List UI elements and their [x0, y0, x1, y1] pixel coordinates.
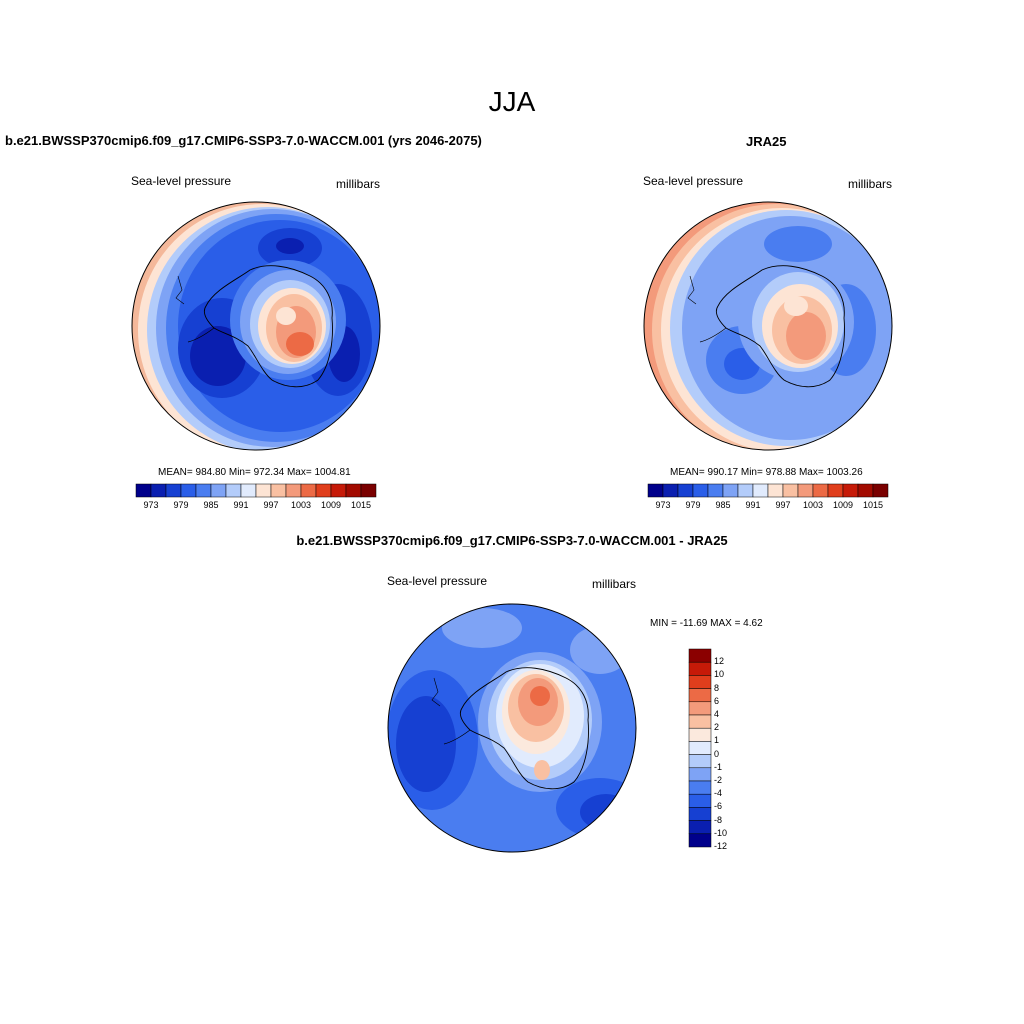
obs-colorbar [647, 483, 889, 498]
obs-colorbar-box [797, 483, 814, 498]
obs-colorbar-tick: 985 [715, 500, 731, 510]
model-colorbar-tick: 1015 [350, 500, 372, 510]
diff-colorbar-tick: -6 [714, 801, 723, 812]
obs-colorbar-tick: 1003 [802, 500, 824, 510]
obs-colorbar-box [707, 483, 724, 498]
model-colorbar-box [150, 483, 167, 498]
obs-colorbar-box [767, 483, 784, 498]
diff-colorbar-box [688, 754, 712, 769]
obs-colorbar-tick: 1009 [832, 500, 854, 510]
diff-variable-label: Sea-level pressure [387, 574, 488, 588]
diff-colorbar-box [688, 793, 712, 808]
diff-colorbar-tick: -1 [714, 761, 723, 772]
model-panel-title: b.e21.BWSSP370cmip6.f09_g17.CMIP6-SSP3-7… [5, 133, 482, 148]
diff-colorbar-box [688, 701, 712, 716]
diff-colorbar-box [688, 648, 712, 663]
diff-colorbar-box [688, 727, 712, 742]
diff-colorbar-box [688, 820, 712, 835]
model-colorbar-box [255, 483, 272, 498]
obs-colorbar-box [647, 483, 664, 498]
model-colorbar-box [360, 483, 377, 498]
diff-colorbar-box [688, 661, 712, 676]
model-colorbar [135, 483, 377, 498]
model-colorbar-box [315, 483, 332, 498]
diff-colorbar-tick: -4 [714, 788, 723, 799]
model-colorbar-box [285, 483, 302, 498]
diff-colorbar-tick: -12 [714, 841, 728, 851]
obs-colorbar-box [857, 483, 874, 498]
diff-colorbar-tick: 6 [714, 695, 720, 706]
obs-colorbar-box [872, 483, 889, 498]
obs-colorbar-box [812, 483, 829, 498]
diff-colorbar-tick: -2 [714, 775, 723, 785]
diff-colorbar-box [688, 714, 712, 729]
diff-colorbar-tick: 4 [714, 709, 720, 719]
model-colorbar-box [210, 483, 227, 498]
diff-colorbar-tick: -8 [714, 814, 723, 825]
diff-colorbar-tick: 10 [714, 669, 725, 680]
obs-variable-label: Sea-level pressure [643, 174, 744, 188]
model-colorbar-tick: 991 [233, 500, 249, 510]
diff-slp-map [387, 603, 637, 853]
model-colorbar-box [240, 483, 257, 498]
diff-colorbar-box [688, 780, 712, 795]
model-colorbar-tick: 979 [173, 500, 189, 510]
model-colorbar-box [165, 483, 182, 498]
obs-colorbar-box [782, 483, 799, 498]
model-colorbar-tick: 1009 [320, 500, 342, 510]
model-colorbar-box [195, 483, 212, 498]
obs-colorbar-tick: 979 [685, 500, 701, 510]
diff-colorbar-box [688, 833, 712, 848]
model-units-label: millibars [336, 177, 381, 191]
model-slp-map [131, 201, 381, 451]
obs-units-label: millibars [848, 177, 893, 191]
model-colorbar-tick: 973 [143, 500, 159, 510]
model-variable-label: Sea-level pressure [131, 174, 232, 188]
diff-stats: MIN = -11.69 MAX = 4.62 [650, 618, 763, 629]
diff-colorbar-box [688, 675, 712, 689]
diff-colorbar-box [688, 767, 712, 782]
model-colorbar-box [180, 483, 197, 498]
obs-colorbar-box [722, 483, 739, 498]
model-colorbar-box [225, 483, 242, 498]
model-stats: MEAN= 984.80 Min= 972.34 Max= 1004.81 [158, 467, 351, 478]
diff-colorbar-tick: 12 [714, 656, 725, 667]
model-colorbar-tick: 1003 [290, 500, 312, 510]
obs-slp-map [643, 201, 893, 451]
obs-colorbar-tick: 973 [655, 500, 671, 510]
diff-colorbar-tick: 1 [714, 735, 720, 746]
diff-colorbar-tick: 8 [714, 682, 720, 693]
obs-colorbar-box [827, 483, 844, 498]
diff-colorbar-tick: 2 [714, 722, 720, 733]
diff-colorbar-tick: 0 [714, 748, 720, 759]
obs-colorbar-box [842, 483, 859, 498]
model-colorbar-tick: 997 [263, 500, 279, 510]
model-colorbar-box [345, 483, 362, 498]
diff-units-label: millibars [592, 577, 637, 591]
obs-colorbar-box [692, 483, 709, 498]
diff-colorbar-tick: -10 [714, 827, 728, 838]
diff-colorbar-box [688, 688, 712, 703]
model-colorbar-box [135, 483, 152, 498]
model-colorbar-box [330, 483, 347, 498]
obs-colorbar-tick: 997 [775, 500, 791, 510]
obs-colorbar-box [737, 483, 754, 498]
diff-colorbar [688, 648, 712, 848]
obs-colorbar-box [677, 483, 694, 498]
diff-colorbar-box [688, 807, 712, 821]
model-colorbar-box [300, 483, 317, 498]
obs-colorbar-box [662, 483, 679, 498]
diff-colorbar-box [688, 741, 712, 755]
model-colorbar-box [270, 483, 287, 498]
figure-title: JJA [488, 86, 536, 117]
obs-colorbar-tick: 991 [745, 500, 761, 510]
obs-panel-title: JRA25 [746, 134, 787, 149]
obs-colorbar-box [752, 483, 769, 498]
obs-stats: MEAN= 990.17 Min= 978.88 Max= 1003.26 [670, 467, 863, 478]
obs-colorbar-tick: 1015 [862, 500, 884, 510]
diff-panel-title: b.e21.BWSSP370cmip6.f09_g17.CMIP6-SSP3-7… [296, 533, 728, 548]
model-colorbar-tick: 985 [203, 500, 219, 510]
